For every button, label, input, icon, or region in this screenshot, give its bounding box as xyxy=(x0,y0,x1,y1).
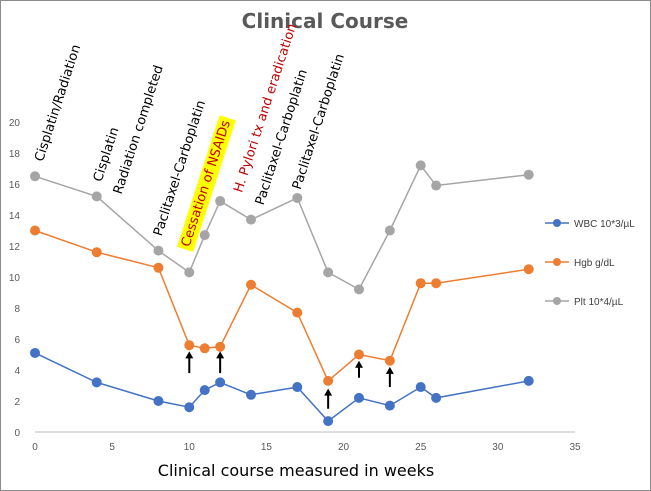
x-tick-label: 10 xyxy=(184,442,196,453)
data-point xyxy=(354,349,364,360)
x-tick-label: 5 xyxy=(109,442,115,453)
data-point xyxy=(523,264,534,275)
data-point xyxy=(215,196,226,207)
y-tick-label: 18 xyxy=(9,149,21,160)
data-point xyxy=(292,192,303,203)
data-point xyxy=(30,225,40,236)
arrow-icon xyxy=(185,351,194,359)
x-tick-label: 25 xyxy=(415,442,427,453)
y-tick-label: 16 xyxy=(9,180,21,191)
data-point xyxy=(30,347,40,358)
legend-label: WBC 10*3/µL xyxy=(574,219,635,230)
data-point xyxy=(354,284,364,295)
arrow-icon xyxy=(324,388,333,396)
data-point xyxy=(184,402,195,413)
data-point xyxy=(384,225,395,236)
data-point xyxy=(354,392,364,403)
x-tick-label: 35 xyxy=(569,442,581,453)
arrow-icon xyxy=(385,366,394,374)
y-tick-label: 0 xyxy=(14,428,20,439)
legend-marker xyxy=(553,258,561,266)
y-tick-label: 8 xyxy=(14,304,20,315)
y-tick-label: 20 xyxy=(9,118,21,129)
data-point xyxy=(523,169,534,180)
series-line-0 xyxy=(34,352,529,423)
data-point xyxy=(431,278,442,289)
data-point xyxy=(415,382,426,393)
data-point xyxy=(384,400,395,411)
data-point xyxy=(199,385,210,396)
data-point xyxy=(523,375,534,386)
data-point xyxy=(91,191,102,202)
data-point xyxy=(215,341,226,352)
data-point xyxy=(153,262,164,273)
legend-marker xyxy=(553,297,561,305)
y-tick-label: 2 xyxy=(14,397,20,408)
y-tick-label: 6 xyxy=(14,335,20,346)
annotation-group: Cisplatin/Radiation xyxy=(32,43,84,164)
data-point xyxy=(415,160,426,171)
data-point xyxy=(323,267,334,278)
data-point xyxy=(30,171,40,182)
chart-title: Clinical Course xyxy=(242,9,409,33)
x-axis-label: Clinical course measured in weeks xyxy=(158,461,434,480)
data-point xyxy=(431,180,442,191)
x-tick-label: 30 xyxy=(492,442,504,453)
x-tick-label: 0 xyxy=(32,442,38,453)
data-point xyxy=(215,377,226,388)
data-point xyxy=(153,245,164,256)
legend-label: Hgb g/dL xyxy=(574,258,615,269)
data-point xyxy=(323,375,334,386)
data-point xyxy=(184,340,195,351)
data-point xyxy=(91,247,102,258)
y-tick-label: 12 xyxy=(9,242,21,253)
y-tick-label: 10 xyxy=(9,273,21,284)
data-point xyxy=(246,279,256,290)
series-line-1 xyxy=(34,229,529,383)
data-point xyxy=(199,343,210,354)
annotation-label: Cisplatin/Radiation xyxy=(32,43,84,164)
data-point xyxy=(292,382,303,393)
x-tick-label: 20 xyxy=(338,442,350,453)
data-point xyxy=(384,355,395,366)
data-point xyxy=(153,396,164,406)
data-point xyxy=(246,389,256,400)
annotation-highlight xyxy=(176,115,236,252)
arrow-icon xyxy=(355,360,363,368)
y-tick-label: 4 xyxy=(14,366,20,377)
data-point xyxy=(199,230,210,241)
data-point xyxy=(246,214,256,225)
data-point xyxy=(292,307,303,318)
data-point xyxy=(91,377,102,388)
legend-label: Plt 10*4/µL xyxy=(574,297,624,308)
data-point xyxy=(431,392,442,403)
legend-marker xyxy=(553,219,561,227)
y-tick-label: 14 xyxy=(9,211,21,222)
x-tick-label: 15 xyxy=(261,442,273,453)
legend: WBC 10*3/µL Hgb g/dL Plt 10*4/µL xyxy=(545,219,635,308)
data-point xyxy=(184,267,195,278)
arrow-icon xyxy=(216,351,225,359)
series-line-2 xyxy=(34,163,529,291)
data-point xyxy=(415,278,426,289)
data-point xyxy=(323,416,334,427)
plot-area: 0 5 10 15 20 25 30 35 0 2 4 6 8 10 12 14 16 18 20 Cisplatin… xyxy=(9,22,581,453)
